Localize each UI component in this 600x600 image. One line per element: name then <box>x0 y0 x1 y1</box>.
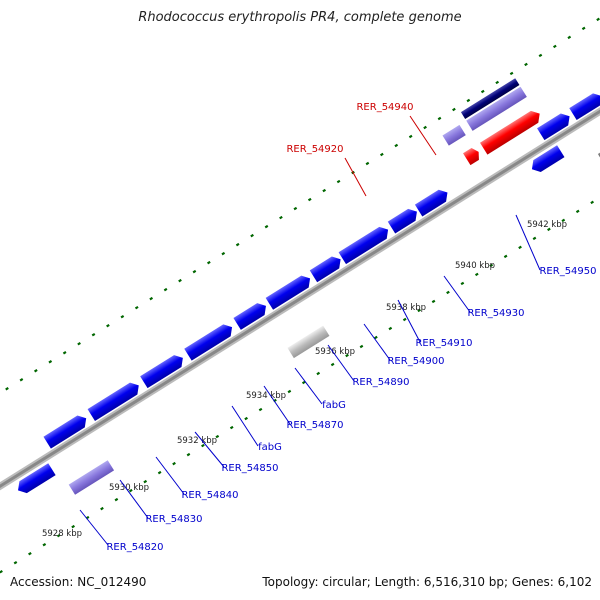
gene-arrow-red[interactable] <box>480 108 543 155</box>
gene-block[interactable] <box>287 325 330 359</box>
gene-leader-line <box>155 456 185 495</box>
gene-label[interactable]: RER_54840 <box>181 490 238 501</box>
scale-label: 5928 kbp <box>42 529 82 539</box>
scale-label: 5932 kbp <box>177 436 217 446</box>
scale-label: 5936 kbp <box>315 347 355 357</box>
gene-leader-line <box>79 509 109 546</box>
scale-label: 5942 kbp <box>527 220 567 230</box>
gene-label[interactable]: RER_54920 <box>286 144 343 155</box>
gene-leader-line <box>363 323 391 361</box>
genome-backbone <box>0 43 600 539</box>
scale-label: 5938 kbp <box>386 303 426 313</box>
gene-block[interactable] <box>442 124 466 146</box>
gene-label[interactable]: RER_54950 <box>539 266 596 277</box>
gene-label[interactable]: RER_54850 <box>221 463 278 474</box>
gene-arrow-red[interactable] <box>463 146 482 166</box>
gene-block[interactable] <box>460 78 520 119</box>
gene-leader-line <box>327 344 355 382</box>
gene-leader-line <box>194 431 225 468</box>
gene-arrow[interactable] <box>528 145 565 175</box>
map-title: Rhodococcus erythropolis PR4, complete g… <box>138 10 462 25</box>
gene-leader-line <box>119 479 149 519</box>
gene-arrow[interactable] <box>537 110 573 141</box>
gene-arrow[interactable] <box>414 187 451 217</box>
gene-leader-line <box>443 275 471 313</box>
gene-label[interactable]: RER_54820 <box>106 542 163 553</box>
gene-label[interactable]: RER_54910 <box>415 338 472 349</box>
topology-summary: Topology: circular; Length: 6,516,310 bp… <box>262 575 592 589</box>
scale-labels: 5928 kbp 5930 kbp 5932 kbp 5934 kbp 5936 kbp… <box>42 220 567 539</box>
scale-tick-row <box>0 105 600 600</box>
gene-arrow[interactable] <box>569 90 600 121</box>
gene-label[interactable]: fabG <box>322 400 346 411</box>
gene-label[interactable]: RER_54890 <box>352 377 409 388</box>
gene-leader-line <box>515 214 541 271</box>
gene-arrow[interactable] <box>338 224 392 265</box>
gene-arrow[interactable] <box>14 463 56 496</box>
gene-arrow[interactable] <box>184 321 236 361</box>
outer-tick-row <box>0 0 600 472</box>
gene-labels: RER_54820 RER_54830 RER_54840 RER_54850 fabG… <box>79 102 597 553</box>
gene-arrow[interactable] <box>265 272 314 310</box>
gene-leader-line <box>409 115 437 156</box>
reverse-genes <box>14 145 565 496</box>
scale-label: 5934 kbp <box>246 391 286 401</box>
gene-arrow[interactable] <box>140 352 186 389</box>
gene-arrow[interactable] <box>233 300 269 330</box>
gene-arrow[interactable] <box>87 379 143 422</box>
gene-leader-line <box>397 299 421 343</box>
gene-leader-line <box>294 367 323 405</box>
gene-label[interactable]: fabG <box>258 442 282 453</box>
gene-label[interactable]: RER_54870 <box>286 420 343 431</box>
gene-label[interactable]: RER_54940 <box>356 102 413 113</box>
gene-label[interactable]: RER_54930 <box>467 308 524 319</box>
outer-lane-genes <box>68 78 600 495</box>
gene-label[interactable]: RER_54900 <box>387 356 444 367</box>
gene-leader-line <box>344 157 367 197</box>
gene-label[interactable]: RER_54830 <box>145 514 202 525</box>
scale-label: 5930 kbp <box>109 483 149 493</box>
gene-leader-line <box>231 405 259 447</box>
accession-text: Accession: NC_012490 <box>10 575 147 589</box>
forward-genes <box>43 90 600 449</box>
gene-block[interactable] <box>466 86 527 131</box>
gene-leader-line <box>263 385 291 425</box>
gene-arrow[interactable] <box>387 206 421 234</box>
gene-arrow[interactable] <box>43 412 89 449</box>
scale-label: 5940 kbp <box>455 261 495 271</box>
gene-block[interactable] <box>68 460 115 495</box>
gene-arrow[interactable] <box>309 253 345 283</box>
